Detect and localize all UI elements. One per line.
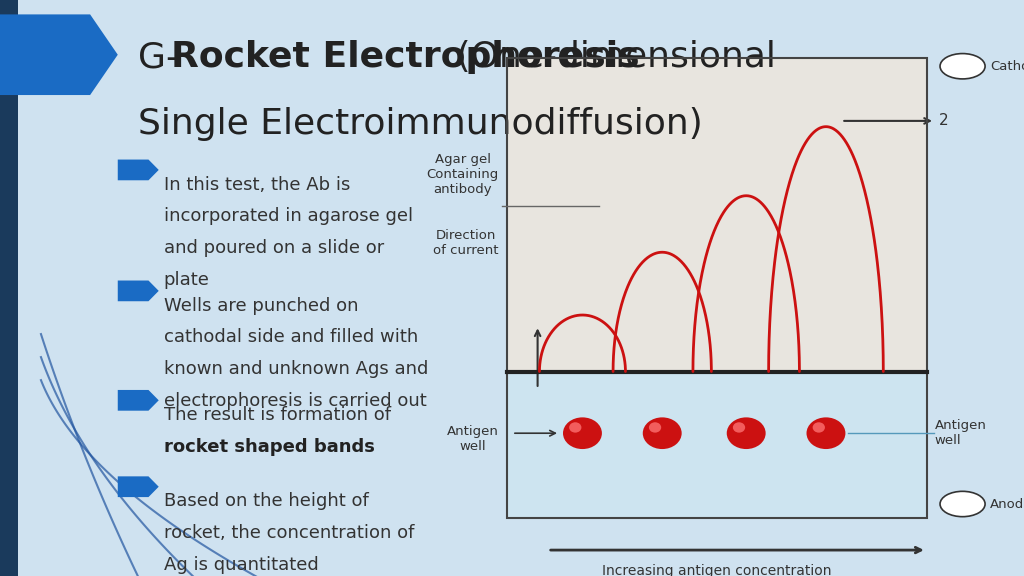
Ellipse shape: [569, 422, 582, 433]
Text: Rocket Electrophoresis: Rocket Electrophoresis: [171, 40, 640, 74]
Text: rocket shaped bands: rocket shaped bands: [164, 438, 375, 456]
Text: (One-dimensional: (One-dimensional: [445, 40, 776, 74]
Ellipse shape: [807, 418, 846, 449]
Text: Anode: Anode: [990, 498, 1024, 510]
Text: 2: 2: [939, 113, 948, 128]
Ellipse shape: [727, 418, 766, 449]
Circle shape: [940, 54, 985, 79]
Ellipse shape: [813, 422, 825, 433]
Text: Antigen
well: Antigen well: [446, 425, 499, 453]
Text: Wells are punched on: Wells are punched on: [164, 297, 358, 314]
Text: Antigen
well: Antigen well: [935, 419, 987, 447]
Text: Based on the height of: Based on the height of: [164, 492, 369, 510]
Polygon shape: [118, 476, 159, 497]
Circle shape: [940, 491, 985, 517]
Text: −: −: [956, 497, 969, 511]
Ellipse shape: [733, 422, 745, 433]
Bar: [507, 372, 927, 518]
Text: cathodal side and filled with: cathodal side and filled with: [164, 328, 418, 346]
Text: G-: G-: [138, 40, 190, 74]
Text: .: .: [296, 438, 302, 456]
Text: Increasing antigen concentration: Increasing antigen concentration: [602, 564, 831, 576]
Text: Cathode: Cathode: [990, 60, 1024, 73]
Bar: [0, 0, 18, 576]
Bar: [507, 58, 927, 518]
Ellipse shape: [643, 418, 682, 449]
Polygon shape: [118, 390, 159, 411]
Text: In this test, the Ab is: In this test, the Ab is: [164, 176, 350, 194]
Text: rocket, the concentration of: rocket, the concentration of: [164, 524, 415, 542]
Polygon shape: [118, 160, 159, 180]
Ellipse shape: [563, 418, 602, 449]
Polygon shape: [0, 14, 118, 95]
Text: Ag is quantitated: Ag is quantitated: [164, 556, 318, 574]
Text: incorporated in agarose gel: incorporated in agarose gel: [164, 207, 413, 225]
Bar: [507, 58, 927, 372]
Text: and poured on a slide or: and poured on a slide or: [164, 239, 384, 257]
Text: Single Electroimmunodiffusion): Single Electroimmunodiffusion): [138, 107, 703, 141]
Text: Direction
of current: Direction of current: [433, 229, 499, 257]
Text: Agar gel
Containing
antibody: Agar gel Containing antibody: [426, 153, 499, 196]
Text: +: +: [957, 60, 968, 73]
Text: known and unknown Ags and: known and unknown Ags and: [164, 360, 428, 378]
Ellipse shape: [649, 422, 662, 433]
Text: electrophoresis is carried out: electrophoresis is carried out: [164, 392, 427, 410]
Polygon shape: [118, 281, 159, 301]
Text: The result is formation of: The result is formation of: [164, 406, 391, 424]
Text: plate: plate: [164, 271, 210, 289]
